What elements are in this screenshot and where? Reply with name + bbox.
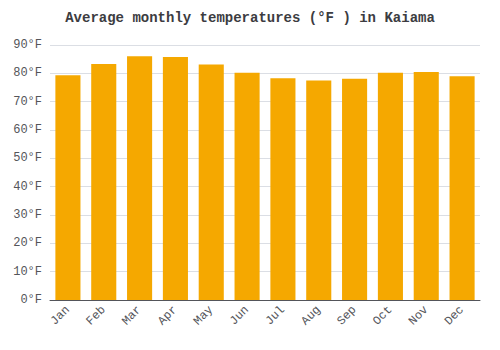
svg-text:Aug: Aug — [299, 303, 324, 328]
svg-text:10°F: 10°F — [13, 265, 42, 279]
svg-text:70°F: 70°F — [13, 95, 42, 109]
svg-text:Jun: Jun — [227, 303, 252, 328]
svg-text:Mar: Mar — [119, 303, 144, 328]
svg-text:May: May — [191, 303, 216, 328]
svg-text:Nov: Nov — [406, 303, 431, 328]
svg-text:60°F: 60°F — [13, 123, 42, 137]
svg-text:Dec: Dec — [442, 303, 467, 328]
svg-text:Average monthly temperatures (: Average monthly temperatures (°F ) in Ka… — [65, 10, 435, 26]
svg-text:40°F: 40°F — [13, 180, 42, 194]
svg-text:Sep: Sep — [334, 303, 359, 328]
svg-text:Jul: Jul — [263, 303, 288, 328]
svg-text:Feb: Feb — [84, 303, 109, 328]
svg-text:20°F: 20°F — [13, 236, 42, 250]
svg-text:80°F: 80°F — [13, 66, 42, 80]
svg-text:30°F: 30°F — [13, 208, 42, 222]
svg-text:Oct: Oct — [370, 303, 395, 328]
svg-text:0°F: 0°F — [20, 293, 42, 307]
svg-text:Jan: Jan — [48, 303, 73, 328]
svg-text:50°F: 50°F — [13, 151, 42, 165]
svg-text:Apr: Apr — [155, 303, 180, 328]
svg-text:90°F: 90°F — [13, 38, 42, 52]
